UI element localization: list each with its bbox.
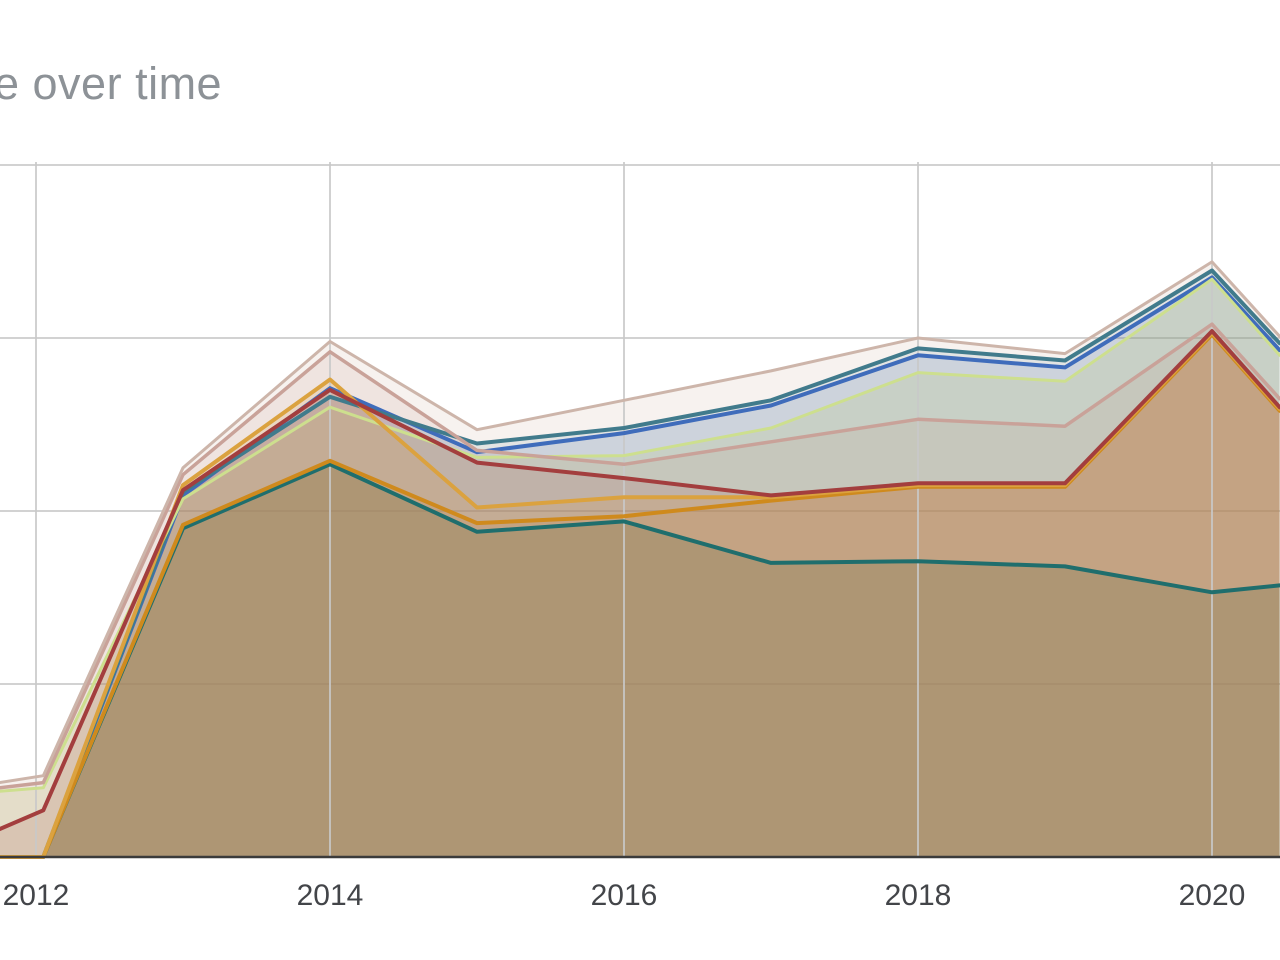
area-fill-lime [0, 279, 1280, 857]
series-line-maroon [0, 329, 1280, 832]
area-fill-maroon [0, 331, 1280, 857]
series-lines [0, 260, 1280, 859]
area-fill-orange [0, 334, 1280, 857]
x-axis-labels: 2012 2014 2016 2018 2020 [3, 879, 1246, 912]
x-tick-label: 2020 [1179, 879, 1246, 912]
x-tick-label: 2012 [3, 879, 70, 912]
area-fill-steel-teal [0, 270, 1280, 857]
series-fills [0, 261, 1280, 857]
x-tick-label: 2016 [591, 879, 658, 912]
chart-title: e over time [0, 58, 223, 109]
series-line-taupe-mid [0, 322, 1280, 790]
area-fill-taupe-top [0, 261, 1280, 857]
x-tick-label: 2018 [885, 879, 952, 912]
series-line-taupe-top [0, 260, 1280, 784]
x-tick-label: 2014 [297, 879, 364, 912]
area-fill-teal [0, 464, 1280, 857]
area-fill-taupe-mid [0, 324, 1280, 857]
